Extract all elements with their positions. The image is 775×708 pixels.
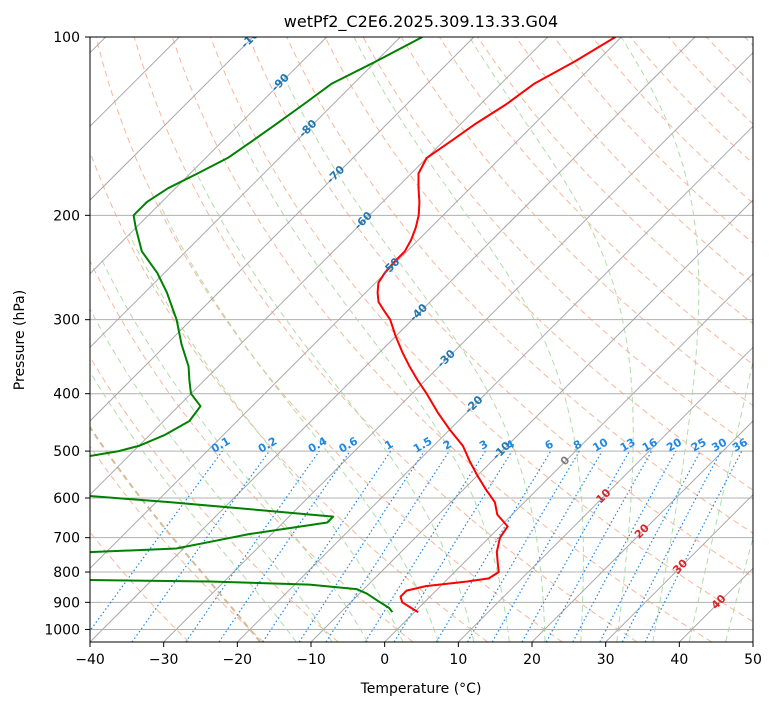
dry-adiabat-line xyxy=(210,37,753,623)
isotherm-line xyxy=(605,493,753,642)
isotherm-line xyxy=(384,272,753,642)
dry-adiabat-line xyxy=(171,37,712,642)
y-tick-label: 300 xyxy=(53,313,80,329)
isotherm-line xyxy=(90,37,622,570)
moist-adiabat-line xyxy=(192,165,475,642)
mixing-ratio-line xyxy=(393,450,513,642)
mixing-ratio-line xyxy=(218,450,351,642)
y-tick-label: 400 xyxy=(53,387,80,403)
y-tick-label: 600 xyxy=(53,491,80,507)
y-tick-label: 1000 xyxy=(44,622,80,638)
x-tick-label: 40 xyxy=(670,652,688,668)
x-tick-label: 30 xyxy=(597,652,615,668)
dry-adiabat-line xyxy=(248,37,753,578)
dry-adiabat-line xyxy=(95,37,563,642)
moist-adiabat-line xyxy=(233,123,510,642)
mixing-ratio-line xyxy=(185,450,320,642)
isotherm-line xyxy=(90,37,475,422)
dry-adiabat-line xyxy=(90,259,414,642)
isotherms xyxy=(90,37,753,642)
mixing-ratio-line xyxy=(545,450,653,642)
mixing-ratio-line xyxy=(131,450,270,642)
x-tick-label: −30 xyxy=(149,652,179,668)
mixing-ratio-line xyxy=(572,450,677,642)
temperature-profile-line xyxy=(376,37,616,614)
y-tick-label: 900 xyxy=(53,595,80,611)
x-axis-ticks: −40 −30 −20 −10 0 10 20 30 40 50 xyxy=(75,642,762,668)
moist-adiabat-line xyxy=(90,308,333,642)
mixing-ratio-line xyxy=(90,450,223,632)
x-axis-label: Temperature (°C) xyxy=(360,681,482,697)
isotherm-line xyxy=(531,420,753,642)
profile-curves xyxy=(90,37,616,614)
plot-frame xyxy=(89,36,754,643)
x-tick-label: 50 xyxy=(744,652,762,668)
isotherm-line xyxy=(90,37,549,496)
isotherm-line xyxy=(90,37,696,642)
moist-adiabat-line xyxy=(353,37,584,642)
moist-adiabat-line xyxy=(90,425,261,642)
mixing-ratio-line xyxy=(644,450,743,642)
isotherm-line xyxy=(90,37,328,275)
isotherm-line xyxy=(310,199,753,642)
mixing-ratio-line xyxy=(262,450,392,642)
y-tick-label: 200 xyxy=(53,208,80,224)
x-tick-label: −40 xyxy=(75,652,105,668)
y-tick-label: 700 xyxy=(53,531,80,547)
moist-adiabat-line xyxy=(688,358,753,642)
mixing-ratio-line xyxy=(325,450,450,642)
isotherm-line xyxy=(163,51,753,642)
y-axis-label: Pressure (hPa) xyxy=(12,290,28,390)
dry-adiabat-line xyxy=(515,37,753,284)
mixing-ratio-line xyxy=(298,450,425,642)
moist-adiabat-line xyxy=(725,536,753,642)
dry-adiabats xyxy=(90,37,753,642)
x-tick-label: 0 xyxy=(380,652,389,668)
isotherm-line xyxy=(90,37,254,201)
chart-title: wetPf2_C2E6.2025.309.13.33.G04 xyxy=(284,12,558,32)
dry-adiabat-line xyxy=(90,445,264,642)
isotherm-line xyxy=(236,125,753,642)
dry-adiabat-line xyxy=(133,37,638,642)
moist-adiabat-line xyxy=(620,37,700,642)
mixing-ratio-line xyxy=(521,450,631,642)
x-tick-label: 20 xyxy=(523,652,541,668)
dry-adiabat-line xyxy=(286,37,753,534)
dewpoint-profile-line xyxy=(90,37,423,613)
x-tick-label: 10 xyxy=(449,652,467,668)
plot-area: -100-90-80-70-60-50-40-30-20-10010203040… xyxy=(90,37,753,642)
dry-adiabat-line xyxy=(324,37,753,491)
x-tick-label: −10 xyxy=(296,652,326,668)
moist-adiabat-line xyxy=(158,201,439,642)
x-tick-label: −20 xyxy=(223,652,253,668)
dry-adiabat-line xyxy=(90,356,339,642)
mixing-ratio-lines xyxy=(90,450,743,642)
y-tick-label: 100 xyxy=(53,30,80,46)
isotherm-line xyxy=(90,37,401,349)
y-axis-ticks: 100 200 300 400 500 600 700 800 900 1000 xyxy=(44,30,90,638)
isotherm-line xyxy=(457,346,753,642)
y-tick-label: 500 xyxy=(53,444,80,460)
y-tick-label: 800 xyxy=(53,565,80,581)
